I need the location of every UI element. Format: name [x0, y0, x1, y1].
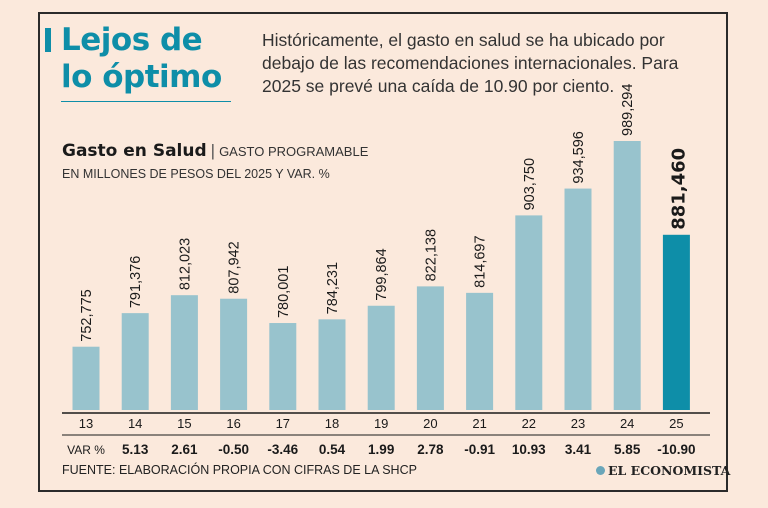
bar-value-label: 752,775 [79, 289, 95, 341]
chart-units: EN MILLONES DE PESOS DEL 2025 Y VAR. % [62, 167, 330, 181]
var-value: -3.46 [267, 442, 298, 457]
var-value: 0.54 [319, 442, 346, 457]
bar-value-label: 807,942 [227, 241, 243, 293]
bar [170, 295, 198, 410]
publisher-logo: EL ECONOMISTA [596, 463, 730, 478]
chart-title-main: Gasto en Salud [62, 141, 207, 161]
bar [662, 234, 690, 410]
headline-rule [61, 101, 231, 102]
x-tick-label: 15 [177, 416, 191, 431]
var-value: 2.78 [417, 442, 444, 457]
bar [613, 141, 641, 410]
var-row-label: VAR % [67, 443, 105, 457]
var-value: 5.85 [614, 442, 641, 457]
var-value: 1.99 [368, 442, 394, 457]
x-tick-label: 14 [128, 416, 142, 431]
var-value: -0.91 [464, 442, 495, 457]
var-value: 5.13 [122, 442, 149, 457]
x-tick-label: 23 [571, 416, 585, 431]
bar [367, 305, 395, 410]
x-tick-label: 16 [226, 416, 240, 431]
bar [416, 286, 444, 410]
bar [220, 298, 248, 410]
var-value: -10.90 [657, 442, 695, 457]
title-separator: | [210, 141, 216, 160]
headline: Lejos de lo óptimo [61, 22, 222, 95]
bar [466, 292, 494, 410]
x-tick-label: 13 [79, 416, 93, 431]
bar-value-label: 822,138 [423, 229, 439, 281]
var-value: 2.61 [171, 442, 198, 457]
bar [72, 346, 100, 410]
x-tick-label: 17 [276, 416, 290, 431]
bar-value-label: 780,001 [276, 266, 292, 318]
chart-frame [38, 12, 728, 492]
logo-icon [596, 466, 605, 475]
bar-value-label: 784,231 [325, 262, 341, 314]
bar-value-label: 791,376 [128, 256, 144, 308]
bar-value-label: 903,750 [522, 158, 538, 210]
x-tick-label: 20 [423, 416, 437, 431]
x-tick-label: 22 [522, 416, 536, 431]
logo-text: EL ECONOMISTA [608, 463, 731, 478]
bar [318, 319, 346, 410]
x-tick-label: 24 [620, 416, 634, 431]
x-tick-label: 19 [374, 416, 388, 431]
var-value: -0.50 [218, 442, 249, 457]
bar-value-label: 799,864 [374, 248, 390, 300]
var-value: 10.93 [512, 442, 546, 457]
x-tick-label: 25 [669, 416, 683, 431]
bar [269, 323, 297, 410]
bar [515, 215, 543, 410]
x-tick-label: 21 [472, 416, 486, 431]
bar-value-label: 989,294 [620, 84, 636, 136]
bar-value-label: 881,460 [668, 148, 689, 230]
x-tick-label: 18 [325, 416, 339, 431]
source-note: FUENTE: ELABORACIÓN PROPIA CON CIFRAS DE… [62, 463, 417, 477]
bar [564, 188, 592, 410]
accent-bar [45, 28, 51, 52]
bar-value-label: 814,697 [473, 235, 489, 287]
chart-title: Gasto en Salud | GASTO PROGRAMABLE [62, 141, 368, 161]
bar-value-label: 934,596 [571, 131, 587, 183]
bar [121, 313, 149, 410]
intro-text: Históricamente, el gasto en salud se ha … [262, 30, 679, 96]
chart-title-sub: GASTO PROGRAMABLE [219, 144, 369, 159]
var-value: 3.41 [565, 442, 592, 457]
bar-value-label: 812,023 [177, 238, 193, 290]
